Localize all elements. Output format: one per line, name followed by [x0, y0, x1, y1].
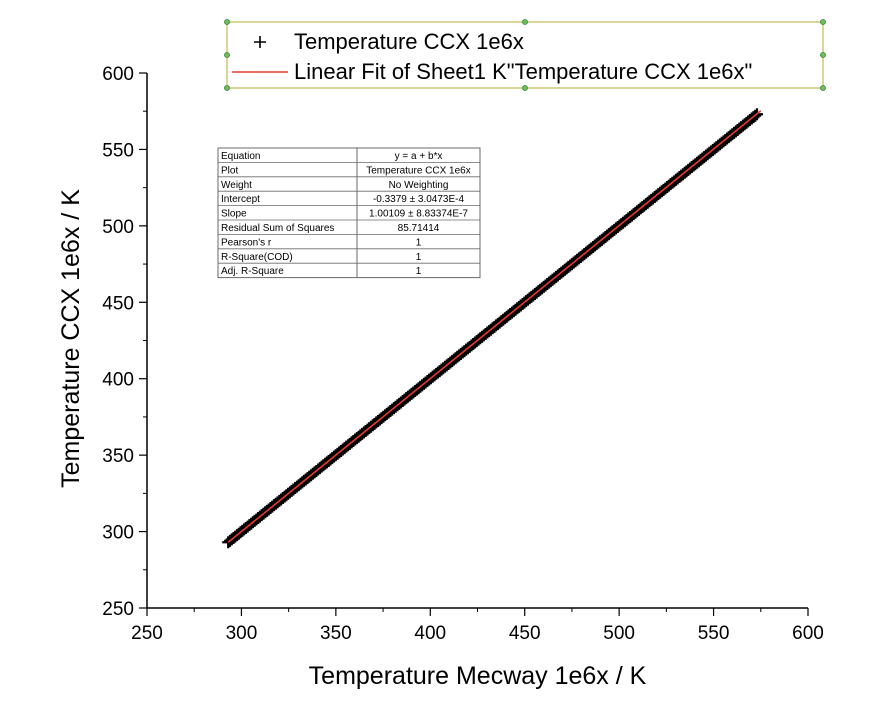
stats-row-label: R-Square(COD) [221, 252, 293, 263]
y-tick-label: 400 [102, 370, 134, 391]
stats-row-value: 1.00109 ± 8.83374E-7 [369, 209, 468, 220]
stats-row-value: 1 [416, 266, 422, 277]
stats-row-label: Equation [221, 151, 260, 162]
fit-layer [227, 110, 762, 543]
stats-row-value: No Weighting [389, 180, 449, 191]
x-axis-title: Temperature Mecway 1e6x / K [309, 662, 647, 690]
y-tick-label: 550 [102, 140, 134, 161]
stats-row-label: Plot [221, 165, 238, 176]
stats-row-value: 1 [416, 252, 422, 263]
y-tick-label: 300 [102, 523, 134, 544]
x-tick-label: 250 [131, 623, 163, 644]
x-tick-label: 600 [792, 623, 824, 644]
x-tick-label: 350 [320, 623, 352, 644]
x-tick-label: 400 [414, 623, 446, 644]
legend[interactable]: Temperature CCX 1e6x Linear Fit of Sheet1… [224, 19, 826, 91]
x-tick-label: 550 [698, 623, 730, 644]
stats-table-border [217, 147, 481, 279]
legend-resize-handle[interactable] [820, 19, 826, 25]
x-tick-label: 450 [509, 623, 541, 644]
legend-label-fit: Linear Fit of Sheet1 K"Temperature CCX 1… [294, 59, 752, 84]
y-tick-label: 600 [102, 64, 134, 85]
legend-resize-handle[interactable] [224, 85, 230, 91]
stats-row-value: 85.71414 [398, 223, 440, 234]
stats-row-value: -0.3379 ± 3.0473E-4 [373, 194, 465, 205]
legend-selection-handles[interactable] [224, 19, 826, 91]
y-axis-ticks: 250 300 350 400 450 500 550 600 [102, 64, 147, 620]
y-tick-label: 450 [102, 293, 134, 314]
x-axis-ticks: 250 300 350 400 450 500 550 600 [131, 608, 824, 644]
x-tick-label: 500 [603, 623, 635, 644]
x-tick-label: 300 [226, 623, 258, 644]
stats-row-value: 1 [416, 237, 422, 248]
legend-resize-handle[interactable] [224, 19, 230, 25]
legend-resize-handle[interactable] [522, 19, 528, 25]
stats-row-label: Intercept [221, 194, 260, 205]
fit-statistics-table: Equation y = a + b*x Plot Temperature CCX 1… [217, 147, 481, 279]
legend-resize-handle[interactable] [820, 85, 826, 91]
stats-row-value: y = a + b*x [395, 151, 443, 162]
y-tick-label: 500 [102, 217, 134, 238]
y-axis-title: Temperature CCX 1e6x / K [57, 189, 85, 488]
stats-row-label: Slope [221, 209, 247, 220]
legend-items: Temperature CCX 1e6x Linear Fit of Sheet1… [232, 29, 752, 84]
stats-row-label: Residual Sum of Squares [221, 223, 334, 234]
legend-label-data: Temperature CCX 1e6x [294, 29, 524, 54]
y-tick-label: 350 [102, 446, 134, 467]
legend-resize-handle[interactable] [522, 85, 528, 91]
stats-row-value: Temperature CCX 1e6x [366, 165, 471, 176]
legend-marker-plus [254, 36, 266, 48]
linear-fit-line [227, 110, 762, 543]
stats-row-label: Weight [221, 180, 252, 191]
legend-resize-handle[interactable] [224, 52, 230, 58]
stats-row-label: Adj. R-Square [221, 266, 284, 277]
stats-row-label: Pearson's r [221, 237, 272, 248]
y-tick-label: 250 [102, 599, 134, 620]
legend-resize-handle[interactable] [820, 52, 826, 58]
